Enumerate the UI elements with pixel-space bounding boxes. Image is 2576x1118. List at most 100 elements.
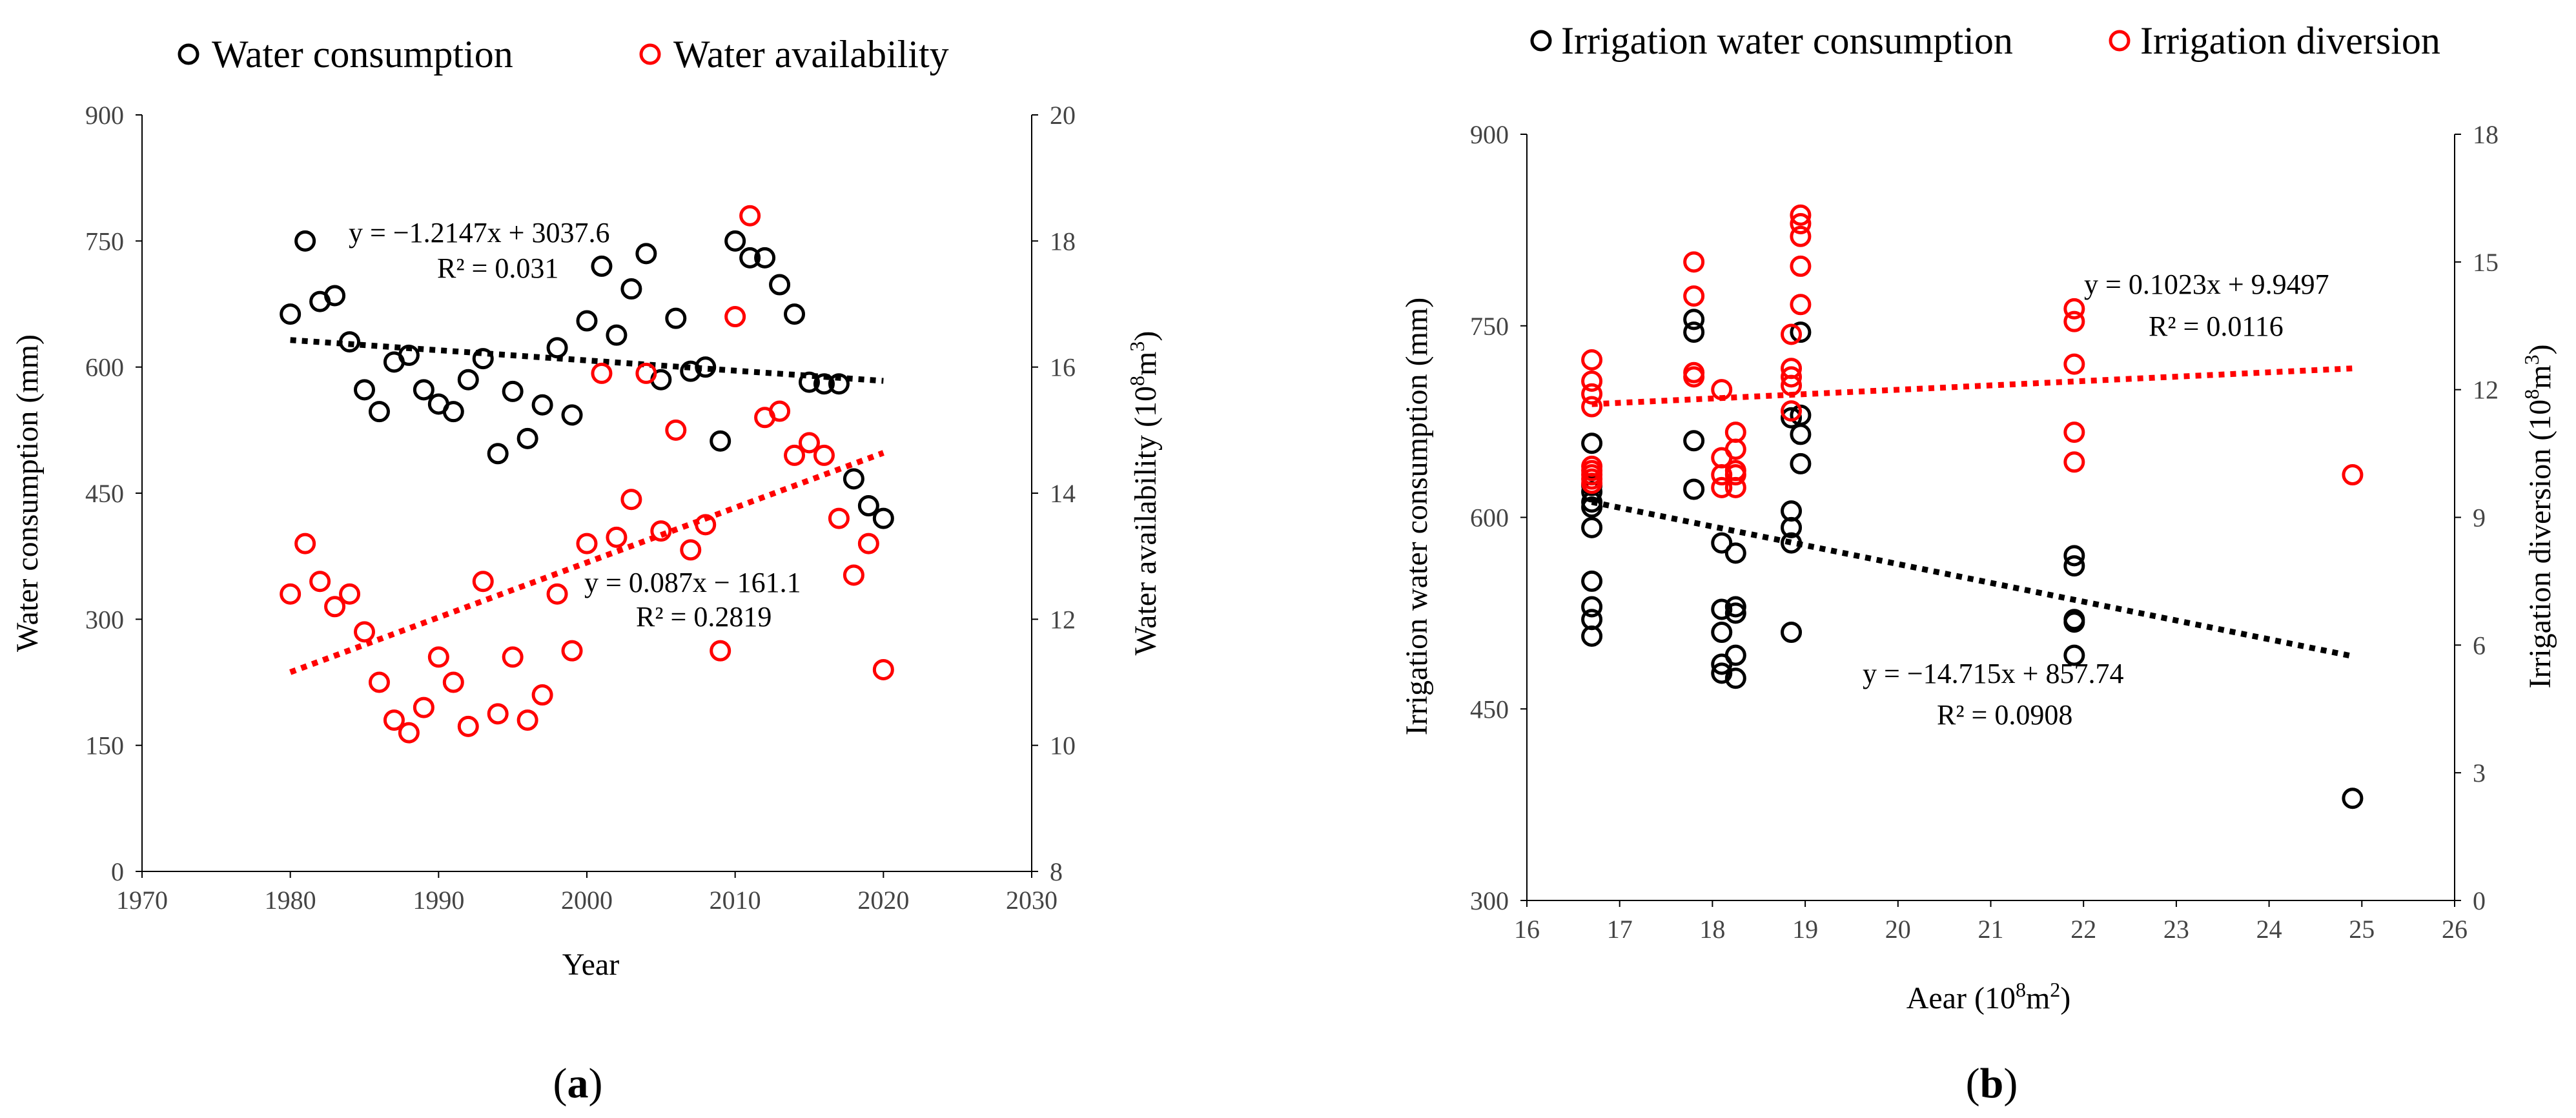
panel-a-y-right-tick-label: 12 (1050, 605, 1076, 634)
panel-a-point-water-consumption (813, 373, 835, 395)
panel-b-point-irrigation-diversion (1724, 476, 1746, 498)
panel-a-point-water-availability (680, 539, 702, 561)
panel-a-point-water-consumption (354, 379, 375, 401)
panel-b-point-irrigation-water-consumption (1683, 478, 1705, 500)
panel-a-point-water-availability (606, 526, 628, 548)
panel-a-point-water-consumption (368, 401, 390, 423)
panel-a-point-water-consumption (398, 344, 420, 366)
panel-a-point-water-consumption (487, 443, 509, 465)
panel-b-x-tick-label: 19 (1792, 915, 1818, 944)
panel-a-point-water-consumption (784, 303, 806, 325)
panel-a-point-water-consumption (799, 371, 820, 393)
panel-b-point-irrigation-water-consumption (2063, 555, 2085, 577)
panel-a-point-water-consumption (680, 360, 702, 382)
panel-b-point-irrigation-water-consumption (1724, 542, 1746, 564)
panel-b-point-irrigation-diversion (1581, 473, 1603, 494)
panel-a-point-water-availability (635, 362, 657, 384)
panel-b-x-tick-label: 22 (2070, 915, 2096, 944)
panel-b-y-right-tick-label: 12 (2473, 376, 2499, 405)
panel-b-point-irrigation-water-consumption (1711, 622, 1733, 644)
panel-b-point-irrigation-water-consumption (1711, 532, 1733, 554)
panel-a-point-water-availability (368, 671, 390, 693)
panel-a-y-left-tick-label: 450 (85, 479, 124, 508)
panel-a-point-water-consumption (339, 331, 361, 353)
panel-b-point-irrigation-diversion (1581, 370, 1603, 392)
panel-a-point-water-availability (843, 564, 864, 586)
panel-a-point-water-availability (472, 571, 494, 593)
panel-b-point-irrigation-diversion (1711, 476, 1733, 498)
panel-b-x-tick-label: 21 (1978, 915, 2004, 944)
panel-b-point-irrigation-diversion (1581, 383, 1603, 405)
panel-a-point-water-consumption (516, 427, 538, 449)
panel-b-point-irrigation-water-consumption (1581, 516, 1603, 538)
panel-b-point-irrigation-diversion (1683, 366, 1705, 388)
panel-b-x-tick-label: 18 (1699, 915, 1725, 944)
legend-label-irrigation-water-consumption: Irrigation water consumption (1561, 19, 2013, 62)
panel-a-point-water-consumption (472, 348, 494, 370)
panel-b-point-irrigation-diversion (1683, 285, 1705, 307)
legend-marker-irrigation-diversion (2109, 30, 2131, 52)
panel-a-point-water-availability (650, 520, 672, 542)
panel-a-point-water-consumption (294, 230, 316, 252)
panel-a-point-water-availability (383, 709, 405, 731)
panel-a-point-water-consumption (280, 303, 302, 325)
panel-b-point-irrigation-water-consumption (1683, 430, 1705, 452)
panel-a-y-left-tick-label: 600 (85, 353, 124, 382)
panel-b-y-right-tick-label: 18 (2473, 120, 2499, 149)
panel-a-point-water-consumption (413, 379, 434, 401)
panel-b-point-irrigation-water-consumption (1781, 516, 1803, 538)
panel-a-point-water-consumption (546, 337, 568, 359)
panel-a-legend: Water consumption Water availability (178, 33, 949, 76)
panel-b-trendline-irrigation-diversion (1591, 365, 2353, 407)
panel-a-point-water-availability (442, 671, 464, 693)
panel-a-point-water-consumption (502, 380, 524, 402)
panel-a-point-water-consumption (561, 404, 583, 426)
panel-a-point-water-availability (695, 514, 717, 536)
panel-b-point-irrigation-water-consumption (1581, 625, 1603, 647)
panel-a-x-tick-label: 2020 (857, 886, 909, 915)
panel-a-point-water-availability (324, 596, 346, 618)
panel-b-point-irrigation-diversion (2063, 353, 2085, 375)
panel-a-point-water-availability (531, 684, 553, 706)
panel-b-point-irrigation-diversion (1790, 294, 1812, 316)
panel-b-y-axis-title-left: Irrigation water consumption (mm) (1400, 298, 1434, 736)
panel-a-point-water-consumption (710, 430, 731, 452)
panel-a-point-water-consumption (591, 255, 613, 277)
panel-a-x-tick-label: 1980 (265, 886, 316, 915)
panel-a-point-water-availability (872, 658, 894, 680)
panel-b-point-irrigation-diversion (1781, 400, 1803, 422)
legend-label-irrigation-diversion: Irrigation diversion (2140, 19, 2440, 62)
panel-b-point-irrigation-diversion (1724, 422, 1746, 443)
panel-b-point-irrigation-diversion (1711, 464, 1733, 486)
legend-label-water-consumption: Water consumption (212, 33, 513, 76)
panel-b-point-irrigation-diversion (2063, 422, 2085, 443)
panel-a-ticks: 1970 1980 1990 2000 2010 2020 2030015030045060… (85, 101, 1076, 915)
panel-a-trendline-water-consumption (290, 337, 884, 384)
panel-b-point-irrigation-water-consumption (1581, 432, 1603, 454)
panel-a-y-right-tick-label: 20 (1050, 101, 1076, 130)
panel-a-point-water-availability (339, 583, 361, 605)
panel-a-point-water-availability (591, 362, 613, 384)
panel-a-y-left-tick-label: 300 (85, 605, 124, 634)
panel-a-x-axis-title: Year (562, 948, 619, 982)
panel-a-y-right-tick-label: 18 (1050, 227, 1076, 256)
panel-a-point-water-consumption (442, 401, 464, 423)
panel-a-point-water-consumption (457, 369, 479, 391)
panel-b-y-right-tick-label: 3 (2473, 758, 2486, 788)
panel-b-point-irrigation-water-consumption (1581, 570, 1603, 592)
panel-a-point-water-consumption (620, 278, 642, 300)
panel-a-equation-availability: y = 0.087x − 161.1 (584, 567, 801, 598)
panel-b-point-irrigation-diversion (2063, 310, 2085, 332)
panel-a-x-tick-label: 1990 (413, 886, 464, 915)
panel-b-point-irrigation-water-consumption (2063, 644, 2085, 666)
panel-a-point-water-availability (799, 432, 820, 454)
panel-a-point-water-availability (309, 571, 331, 593)
legend-marker-irrigation-water-consumption (1530, 30, 1552, 52)
panel-a-point-water-consumption (324, 285, 346, 307)
panel-b-point-irrigation-water-consumption (2342, 788, 2364, 809)
panel-a-point-water-consumption (635, 243, 657, 265)
panel-b-y-left-tick-label: 300 (1470, 886, 1509, 915)
panel-a-point-water-availability (502, 646, 524, 668)
panel-a-point-water-availability (457, 715, 479, 737)
